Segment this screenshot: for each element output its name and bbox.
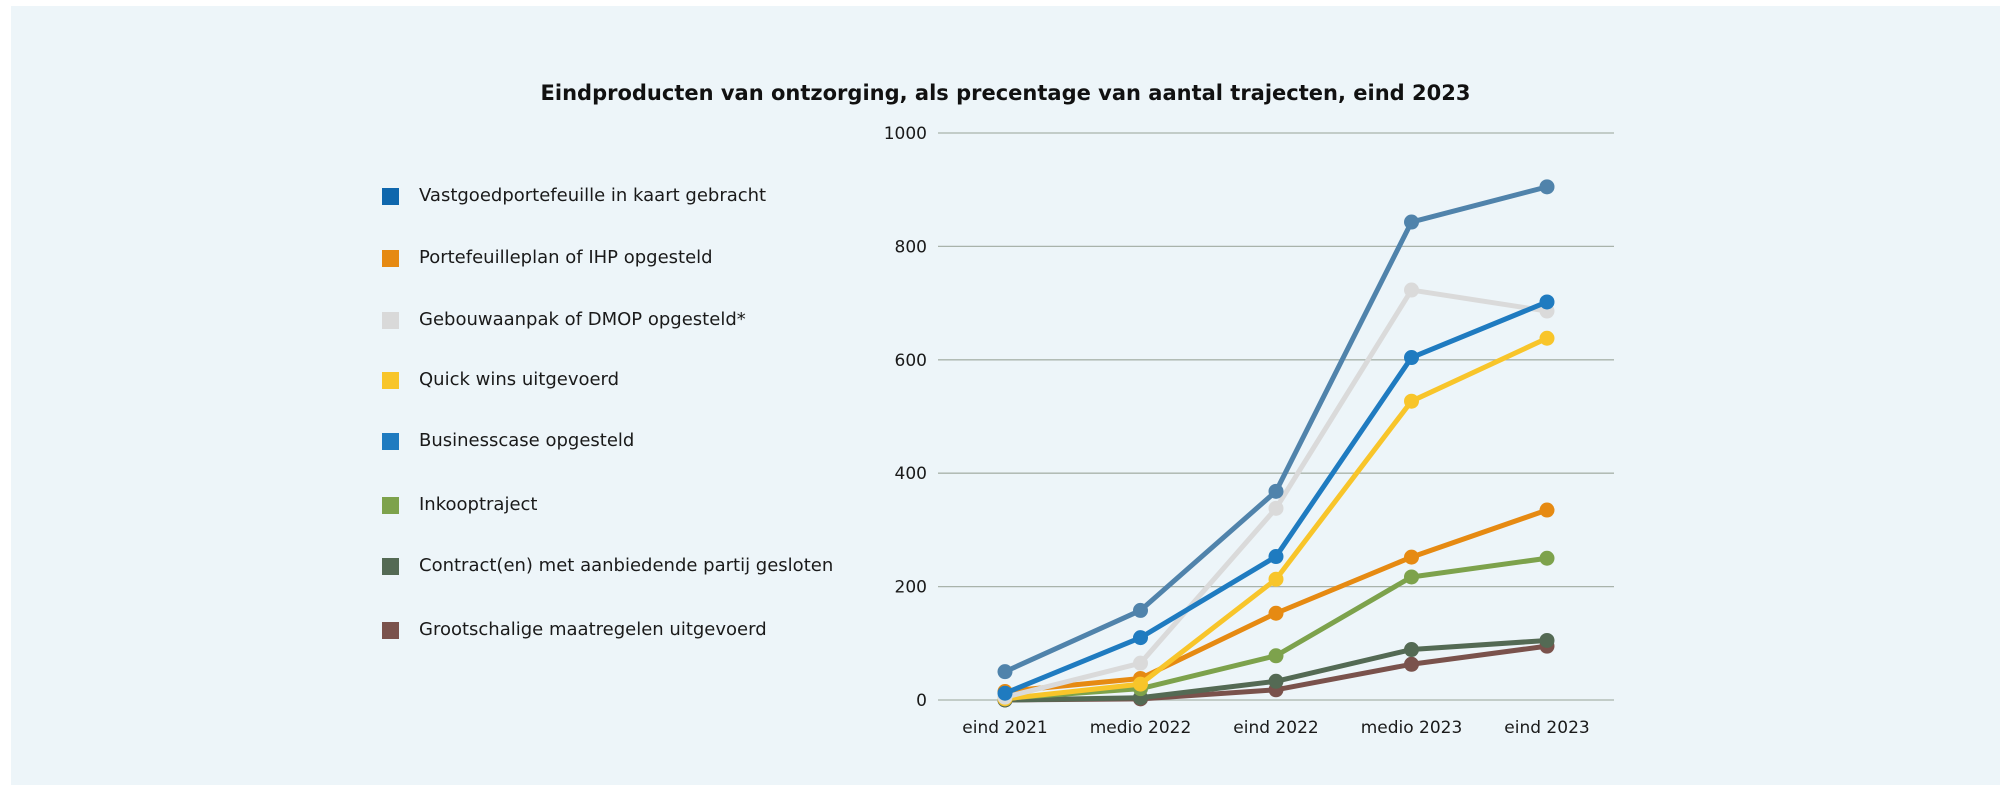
data-point [997,664,1013,680]
data-point [1539,550,1555,566]
x-tick-label: eind 2023 [1504,718,1589,738]
series-4 [997,294,1555,701]
legend-label: Vastgoedportefeuille in kaart gebracht [419,185,767,206]
data-point [1268,500,1284,516]
y-tick-label: 1000 [884,124,927,144]
chart-legend: Vastgoedportefeuille in kaart gebracht Po… [0,0,833,640]
data-point [1133,602,1148,618]
data-point [1539,294,1555,310]
legend-swatch [382,622,399,639]
data-point [1404,282,1419,298]
data-point [1133,630,1148,646]
data-point [1539,330,1555,346]
legend-swatch [382,188,399,205]
legend-swatch [382,372,399,389]
y-tick-label: 400 [895,464,927,484]
x-tick-label: medio 2023 [1361,718,1463,738]
data-point [1268,549,1284,565]
legend-swatch [382,558,399,575]
series-line [1002,184,1550,675]
data-point [1539,179,1555,195]
legend-label: Grootschalige maatregelen uitgevoerd [419,619,767,640]
data-point [1404,656,1419,672]
legend-label: Portefeuilleplan of IHP opgesteld [419,247,713,268]
legend-swatch [382,312,399,329]
legend-label: Contract(en) met aanbiedende partij gesl… [419,555,834,576]
data-point [1268,483,1284,499]
data-point [1404,393,1419,409]
data-point [1404,569,1419,585]
data-point [1404,350,1419,366]
x-tick-label: eind 2021 [962,718,1047,738]
legend-swatch [382,433,399,450]
legend-swatch [382,497,399,514]
y-tick-label: 0 [916,691,927,711]
series-line [1002,507,1550,694]
y-tick-label: 800 [895,237,927,257]
legend-label: Quick wins uitgevoerd [419,369,620,390]
legend-label: Gebouwaanpak of DMOP opgesteld* [419,309,746,330]
chart-panel: Eindproducten van ontzorging, als precen… [11,6,2000,785]
legend-swatch [382,250,399,267]
data-point [1268,673,1284,689]
data-point [1268,648,1284,664]
data-point [1404,549,1419,565]
data-point [997,685,1013,701]
x-tick-label: medio 2022 [1090,718,1192,738]
data-point [1133,655,1148,671]
legend-label: Businesscase opgesteld [419,430,635,451]
data-point [1404,214,1419,230]
legend-label: Inkooptraject [419,494,538,515]
data-point [1404,642,1419,658]
chart-title: Eindproducten van ontzorging, als precen… [540,81,1471,105]
y-tick-label: 600 [895,351,927,371]
series-1 [997,502,1555,699]
series-0 [997,179,1555,680]
y-tick-label: 200 [895,578,927,598]
data-point [1268,571,1284,587]
data-point [1539,502,1555,518]
x-tick-label: eind 2022 [1233,718,1318,738]
data-point [1133,676,1148,692]
data-point [1539,632,1555,648]
data-point [1268,605,1284,621]
